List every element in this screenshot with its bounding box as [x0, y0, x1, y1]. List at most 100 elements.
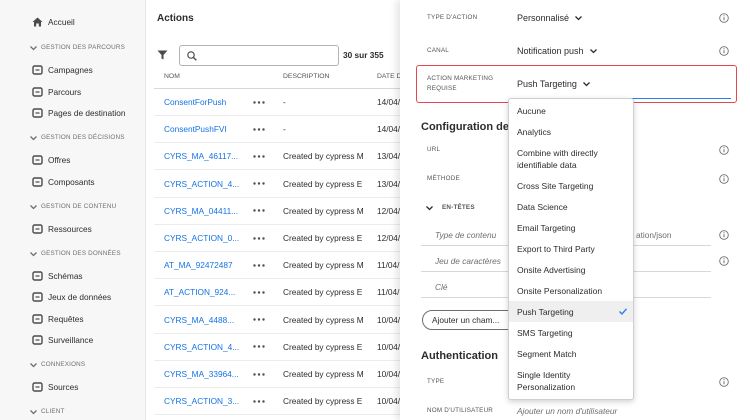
nav-item[interactable]: Jeux de données [48, 292, 112, 302]
option-label: Email Targeting [517, 222, 576, 233]
field-label: MÉTHODE [427, 175, 460, 182]
more-actions-icon[interactable] [253, 236, 265, 240]
action-name-link[interactable]: AT_MA_92472487 [164, 260, 233, 271]
field-value[interactable]: Push Targeting [517, 79, 577, 89]
filter-icon[interactable] [157, 50, 168, 60]
dropdown-option[interactable]: Analytics [509, 121, 633, 142]
more-actions-icon[interactable] [253, 372, 265, 376]
dropdown-option[interactable]: Push Targeting [509, 301, 633, 322]
column-header[interactable]: DATE DE [377, 73, 400, 80]
action-name-link[interactable]: AT_ACTION_924... [164, 287, 236, 298]
info-icon[interactable] [719, 256, 729, 266]
info-icon[interactable] [719, 174, 729, 184]
column-header[interactable]: DESCRIPTION [283, 73, 330, 80]
more-actions-icon[interactable] [253, 182, 265, 185]
nav-item[interactable]: Requêtes [48, 313, 84, 324]
action-name-link[interactable]: ConsentForPush [164, 97, 227, 107]
chevron-icon[interactable] [30, 363, 37, 368]
more-actions-icon[interactable] [253, 263, 265, 267]
info-icon[interactable] [719, 230, 729, 240]
info-icon[interactable] [719, 13, 729, 23]
info-icon[interactable] [719, 377, 729, 387]
more-actions-icon-shape [253, 100, 256, 104]
header-key-field[interactable]: Jeu de caractères [435, 256, 501, 266]
more-actions-icon[interactable] [253, 291, 265, 294]
action-name-link[interactable]: CYRS_ACTION_0... [164, 233, 240, 243]
chevron-icon[interactable] [30, 410, 37, 415]
action-name-link[interactable]: CYRS_MA_04411... [164, 205, 239, 216]
nav-item[interactable]: Pages de destination [48, 108, 126, 118]
chevron-icon[interactable] [583, 82, 590, 87]
dropdown-option[interactable]: Combine with directly identifiable data [509, 142, 633, 175]
nav-section-title[interactable]: CONNEXIONS [41, 361, 86, 368]
nav-section-title[interactable]: GESTION DES PARCOURS [41, 44, 126, 51]
action-name-link[interactable]: CYRS_MA_33964... [164, 369, 239, 379]
column-header[interactable]: NOM [164, 73, 180, 80]
field-value[interactable]: Notification push [517, 46, 584, 56]
row-divider [154, 196, 400, 198]
nav-item[interactable]: Ressources [48, 223, 92, 234]
action-name-link[interactable]: CYRS_ACTION_4... [164, 341, 240, 352]
nav-item[interactable]: Accueil [48, 17, 75, 27]
chevron-icon[interactable] [30, 204, 37, 209]
chevron-icon[interactable] [30, 46, 37, 51]
dropdown-option[interactable]: Data Science [509, 196, 633, 217]
nav-section-title[interactable]: GESTION DE CONTENU [41, 202, 117, 210]
option-label: Data Science [517, 201, 568, 212]
dropdown-option[interactable]: Segment Match [509, 343, 633, 364]
more-actions-icon[interactable] [253, 100, 265, 104]
info-icon[interactable] [719, 145, 729, 155]
chevron-icon-shape [30, 251, 37, 256]
dropdown-option[interactable]: SMS Targeting [509, 322, 633, 343]
action-name-link[interactable]: CYRS_ACTION_3... [164, 396, 240, 407]
chevron-icon[interactable] [426, 206, 433, 211]
more-actions-icon[interactable] [253, 155, 265, 158]
more-actions-icon-shape [262, 236, 265, 240]
field-value[interactable]: Personnalisé [517, 13, 570, 23]
nav-item[interactable]: Sources [48, 382, 79, 392]
nav-section-title[interactable]: GESTION DES DONNÉES [41, 249, 121, 257]
dropdown-option[interactable]: Aucune [509, 100, 633, 121]
text-input-placeholder[interactable]: Ajouter un nom d'utilisateur [517, 406, 618, 416]
chevron-icon[interactable] [590, 49, 597, 54]
search-icon-shape [192, 56, 197, 61]
nav-item[interactable]: Surveillance [48, 335, 94, 345]
more-actions-icon[interactable] [253, 127, 265, 131]
info-icon[interactable] [719, 46, 729, 56]
chevron-icon-shape [590, 49, 597, 54]
dropdown-option[interactable]: Export to Third Party [509, 238, 633, 259]
dropdown-option[interactable]: Cross Site Targeting [509, 175, 633, 196]
nav-item[interactable]: Composants [48, 176, 95, 187]
action-name-link[interactable]: CYRS_MA_4488... [164, 314, 235, 325]
nav-item[interactable]: Offres [48, 155, 71, 165]
dropdown-option[interactable]: Onsite Personalization [509, 280, 633, 301]
nav-section-title[interactable]: GESTION DES DÉCISIONS [41, 134, 125, 141]
nav-icon [32, 176, 43, 187]
more-actions-icon[interactable] [253, 399, 265, 403]
header-key-field[interactable]: Type de contenu [435, 230, 497, 240]
more-actions-icon[interactable] [253, 318, 265, 321]
more-actions-icon[interactable] [253, 345, 265, 348]
more-actions-icon[interactable] [253, 209, 265, 212]
chevron-icon[interactable] [575, 16, 582, 21]
action-name-link[interactable]: CYRS_MA_46117... [164, 151, 239, 162]
action-name-link[interactable]: ConsentPushFVI [164, 124, 227, 135]
dropdown-option[interactable]: Onsite Advertising [509, 259, 633, 280]
dropdown-option[interactable]: Single Identity Personalization [509, 364, 633, 397]
nav-item[interactable]: Schémas [48, 270, 83, 281]
nav-icon-shape [32, 108, 43, 118]
option-label: Export to Third Party [517, 243, 595, 254]
header-key-field[interactable]: Clé [435, 282, 448, 292]
nav-item[interactable]: Parcours [48, 86, 82, 97]
add-field-button[interactable]: Ajouter un cham... [422, 310, 522, 330]
chevron-icon[interactable] [30, 136, 37, 141]
chevron-icon[interactable] [30, 251, 37, 256]
dropdown-option[interactable]: Email Targeting [509, 217, 633, 238]
subsection-title[interactable]: EN-TÊTES [442, 204, 475, 211]
nav-item[interactable]: Campagnes [48, 65, 93, 75]
more-actions-icon-shape [257, 399, 261, 403]
action-name-link[interactable]: CYRS_ACTION_4... [164, 178, 240, 189]
option-label: Aucune [517, 105, 546, 116]
search-field[interactable] [179, 45, 339, 66]
nav-section-title[interactable]: CLIENT [41, 408, 65, 415]
